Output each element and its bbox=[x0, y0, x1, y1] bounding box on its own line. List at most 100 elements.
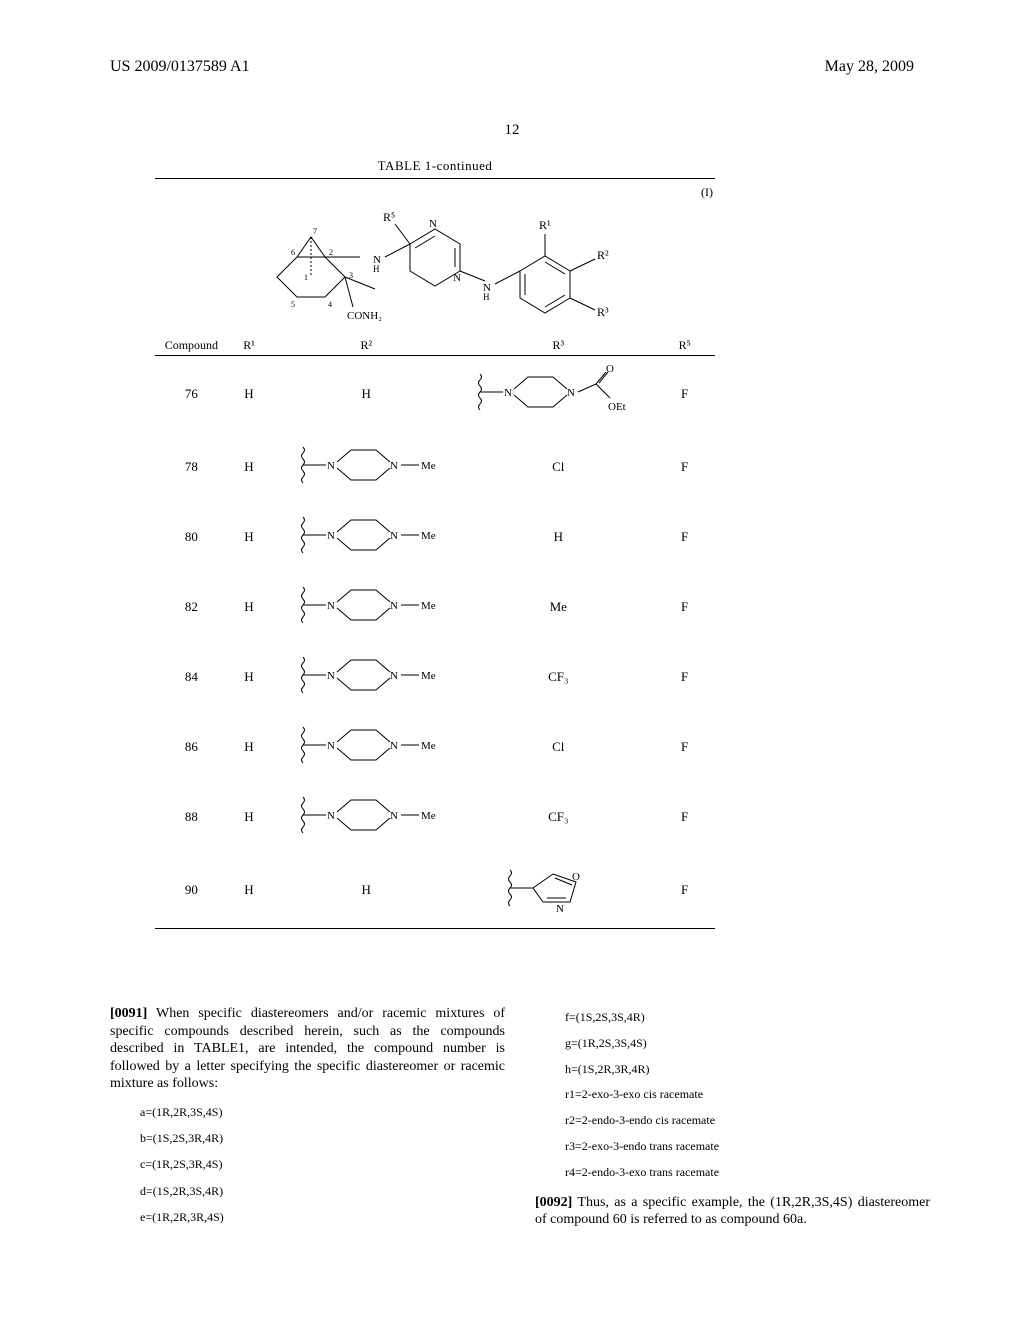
svg-text:5: 5 bbox=[291, 300, 295, 309]
cell-r1: H bbox=[228, 642, 270, 712]
cell-compound: 82 bbox=[155, 572, 228, 642]
svg-text:R³: R³ bbox=[597, 305, 609, 319]
list-item: r2=2-endo-3-endo cis racemate bbox=[565, 1108, 930, 1134]
cell-r1: H bbox=[228, 572, 270, 642]
table-rule-bottom bbox=[155, 928, 715, 929]
svg-text:6: 6 bbox=[291, 248, 295, 257]
cell-r1: H bbox=[228, 432, 270, 502]
col-r3: R³ bbox=[462, 334, 654, 355]
svg-text:Me: Me bbox=[421, 740, 436, 752]
cell-r5: F bbox=[654, 502, 715, 572]
cell-compound: 78 bbox=[155, 432, 228, 502]
svg-text:R⁵: R⁵ bbox=[383, 210, 395, 224]
col-r1: R¹ bbox=[228, 334, 270, 355]
svg-text:H: H bbox=[373, 264, 380, 274]
table-row: 88H N N Me CF₃F bbox=[155, 782, 715, 852]
svg-text:R¹: R¹ bbox=[539, 218, 551, 232]
cell-compound: 84 bbox=[155, 642, 228, 712]
conh2-label: CONH₂ bbox=[347, 310, 382, 322]
cell-r3: Me bbox=[462, 572, 654, 642]
table-row: 76HHNNOOEtF bbox=[155, 356, 715, 432]
list-item: b=(1S,2S,3R,4R) bbox=[140, 1125, 505, 1151]
table-title: TABLE 1-continued bbox=[155, 158, 715, 174]
column-2: f=(1S,2S,3S,4R)g=(1R,2S,3S,4S)h=(1S,2R,3… bbox=[535, 1005, 930, 1235]
svg-text:N: N bbox=[390, 810, 398, 822]
svg-text:N: N bbox=[390, 600, 398, 612]
svg-text:N: N bbox=[327, 810, 335, 822]
cell-r3: CF₃ bbox=[462, 642, 654, 712]
compound-table: Compound R¹ R² R³ R⁵ 76HHNNOOEtF78HNNMeC… bbox=[155, 334, 715, 928]
cell-r5: F bbox=[654, 852, 715, 928]
svg-text:2: 2 bbox=[329, 248, 333, 257]
svg-text:N: N bbox=[390, 670, 398, 682]
svg-text:Me: Me bbox=[421, 600, 436, 612]
svg-text:N: N bbox=[556, 903, 564, 915]
cell-r3: Cl bbox=[462, 712, 654, 782]
cell-r3: Cl bbox=[462, 432, 654, 502]
list-item: e=(1R,2R,3R,4S) bbox=[140, 1204, 505, 1230]
cell-r3: CF₃ bbox=[462, 782, 654, 852]
svg-text:R²: R² bbox=[597, 248, 609, 262]
cell-r5: F bbox=[654, 782, 715, 852]
cell-r1: H bbox=[228, 782, 270, 852]
cell-r5: F bbox=[654, 356, 715, 432]
svg-text:4: 4 bbox=[328, 300, 332, 309]
cell-r1: H bbox=[228, 356, 270, 432]
svg-text:N: N bbox=[327, 600, 335, 612]
structural-formula-I: (I) 67 23 45 1 CONH₂ bbox=[155, 179, 715, 334]
svg-text:N: N bbox=[390, 740, 398, 752]
svg-text:N: N bbox=[390, 530, 398, 542]
table-row: 80HNNMeHF bbox=[155, 502, 715, 572]
svg-text:O: O bbox=[606, 363, 614, 375]
pub-date: May 28, 2009 bbox=[825, 58, 914, 76]
list-item: r4=2-endo-3-exo trans racemate bbox=[565, 1160, 930, 1186]
para-num: [0091] bbox=[110, 1006, 147, 1021]
cell-r2: N N Me bbox=[270, 782, 462, 852]
cell-r5: F bbox=[654, 642, 715, 712]
svg-text:Me: Me bbox=[421, 810, 436, 822]
svg-text:7: 7 bbox=[313, 227, 317, 236]
svg-text:OEt: OEt bbox=[608, 401, 626, 413]
page-number: 12 bbox=[0, 122, 1024, 139]
table-row: 86HNNMeClF bbox=[155, 712, 715, 782]
list-item: f=(1S,2S,3S,4R) bbox=[565, 1005, 930, 1031]
formula-label: (I) bbox=[701, 185, 713, 200]
cell-r2: NNMe bbox=[270, 642, 462, 712]
list-item: h=(1S,2R,3R,4R) bbox=[565, 1057, 930, 1083]
cell-compound: 86 bbox=[155, 712, 228, 782]
cell-r1: H bbox=[228, 852, 270, 928]
list-item: c=(1R,2S,3R,4S) bbox=[140, 1151, 505, 1177]
svg-text:N: N bbox=[567, 387, 575, 399]
diastereomer-list-left: a=(1R,2R,3S,4S)b=(1S,2S,3R,4R)c=(1R,2S,3… bbox=[140, 1099, 505, 1231]
cell-r3: NNOOEt bbox=[462, 356, 654, 432]
svg-text:Me: Me bbox=[421, 460, 436, 472]
svg-text:Me: Me bbox=[421, 670, 436, 682]
cell-r2: H bbox=[270, 356, 462, 432]
list-item: d=(1S,2R,3S,4R) bbox=[140, 1178, 505, 1204]
cell-r5: F bbox=[654, 432, 715, 502]
cell-r2: N N Me bbox=[270, 502, 462, 572]
svg-text:1: 1 bbox=[304, 273, 308, 282]
para-num: [0092] bbox=[535, 1195, 572, 1210]
table-row: 84HNNMeCF₃F bbox=[155, 642, 715, 712]
cell-r3: H bbox=[462, 502, 654, 572]
column-1: [0091] When specific diastereomers and/o… bbox=[110, 1005, 505, 1230]
cell-r5: F bbox=[654, 712, 715, 782]
diastereomer-list-right: f=(1S,2S,3S,4R)g=(1R,2S,3S,4S)h=(1S,2R,3… bbox=[565, 1005, 930, 1186]
table-1-continued: TABLE 1-continued (I) 67 23 45 1 bbox=[155, 158, 715, 929]
para-text: When specific diastereomers and/or racem… bbox=[110, 1006, 505, 1091]
formula-diagram: 67 23 45 1 CONH₂ N H bbox=[225, 179, 645, 329]
cell-compound: 76 bbox=[155, 356, 228, 432]
cell-compound: 88 bbox=[155, 782, 228, 852]
svg-text:Me: Me bbox=[421, 530, 436, 542]
cell-r5: F bbox=[654, 572, 715, 642]
para-0092: [0092] Thus, as a specific example, the … bbox=[535, 1194, 930, 1229]
cell-r2: N N Me bbox=[270, 572, 462, 642]
cell-r1: H bbox=[228, 502, 270, 572]
svg-text:N: N bbox=[327, 530, 335, 542]
list-item: r3=2-exo-3-endo trans racemate bbox=[565, 1134, 930, 1160]
cell-compound: 90 bbox=[155, 852, 228, 928]
cell-r3: ON bbox=[462, 852, 654, 928]
para-0091: [0091] When specific diastereomers and/o… bbox=[110, 1005, 505, 1093]
cell-r2: NNMe bbox=[270, 432, 462, 502]
